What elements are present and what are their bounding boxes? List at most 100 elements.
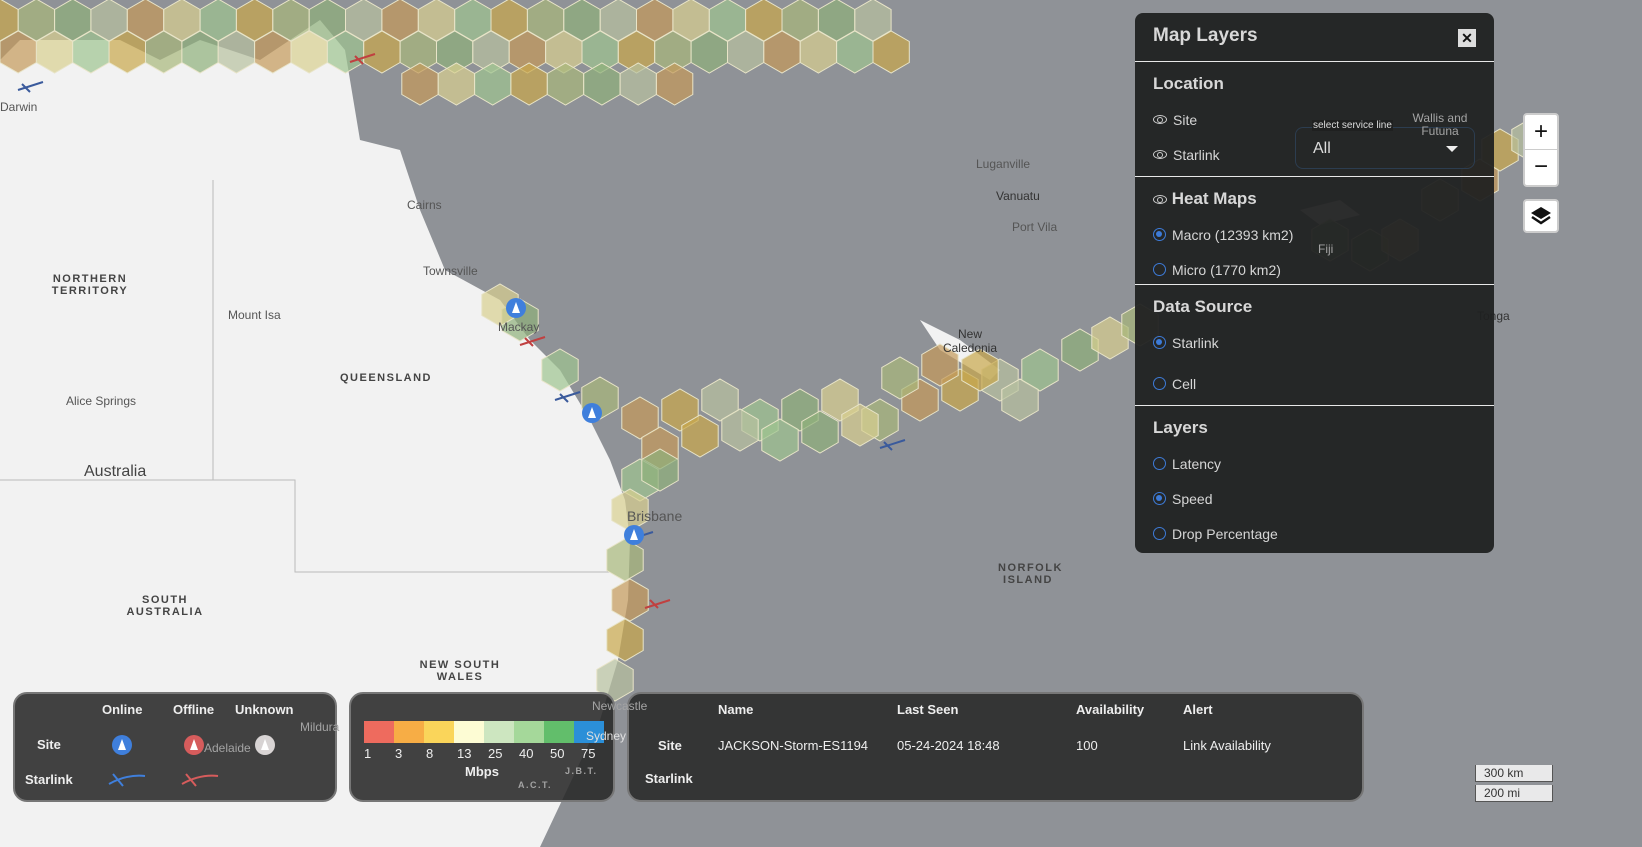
heatmap-cell [872, 30, 910, 74]
radio-icon [1153, 263, 1166, 276]
zoom-in-button[interactable]: + [1525, 115, 1557, 150]
radio-icon [1153, 492, 1166, 505]
toggle-label: Site [1173, 111, 1198, 128]
eye-icon [1153, 115, 1167, 124]
layers-icon [1531, 207, 1551, 225]
select-value: All [1313, 140, 1331, 157]
scale-tick: 3 [395, 746, 403, 761]
starlink-online-icon [108, 773, 146, 787]
section-title: Heat Maps [1153, 189, 1476, 209]
toggle-starlink[interactable]: Starlink [1153, 137, 1476, 172]
heatmap-cell [596, 658, 634, 702]
heatmap-cell [721, 408, 759, 452]
layers-toggle-button[interactable] [1523, 199, 1559, 233]
radio-label: Macro (12393 km2) [1172, 226, 1294, 243]
starlink-markers [17, 53, 906, 609]
section-title: Layers [1153, 418, 1208, 437]
scale-tick: 8 [426, 746, 434, 761]
zoom-control: + − [1523, 113, 1559, 187]
panel-title: Map Layers [1153, 25, 1258, 46]
place-label: NORFOLK ISLAND [998, 562, 1063, 586]
site-name[interactable]: JACKSON-Storm-ES1194 [718, 738, 869, 753]
heatmap-cell [841, 403, 879, 447]
header-name: Name [718, 702, 754, 717]
select-label: select service line [1312, 120, 1393, 131]
location-section: Location Site Starlink select service li… [1135, 61, 1494, 176]
scale-swatch [364, 721, 394, 743]
toggle-label: Starlink [1173, 146, 1220, 163]
zoom-out-button[interactable]: − [1533, 153, 1548, 180]
alert: Link Availability [1183, 738, 1271, 753]
state-borders [0, 180, 610, 573]
legend-row-site: Site [37, 737, 61, 752]
scale-tick: 13 [457, 746, 472, 761]
scale-swatch [544, 721, 574, 743]
close-button[interactable]: ✕ [1458, 29, 1476, 47]
header-last-seen: Last Seen [897, 702, 959, 717]
service-line-select[interactable]: select service line All [1295, 120, 1475, 169]
heatmap-cell [961, 348, 999, 392]
heatmap-cell [921, 343, 959, 387]
heatmap-cell [661, 388, 699, 432]
data-source-section: Data Source Starlink Cell [1135, 284, 1494, 405]
heatmap-cell [621, 396, 659, 440]
radio-latency[interactable]: Latency [1153, 446, 1476, 481]
heatmap-cell [437, 62, 476, 106]
caret-down-icon [1446, 146, 1458, 152]
scale-km: 300 km [1475, 765, 1553, 782]
heatmap-cell [655, 62, 694, 106]
heatmap-cell [401, 62, 439, 106]
place-label: Australia [84, 463, 147, 480]
heatmap-cell [801, 410, 839, 454]
place-label: Townsville [423, 264, 478, 278]
heatmap-cell [541, 348, 579, 392]
radio-micro[interactable]: Micro (1770 km2) [1153, 252, 1476, 287]
scale-swatch [574, 721, 604, 743]
place-label: Alice Springs [66, 394, 137, 408]
place-label: Brisbane [627, 508, 683, 524]
availability: 100 [1076, 738, 1098, 753]
place-label: Luganville [976, 157, 1031, 171]
radio-icon [1153, 457, 1166, 470]
place-label: Mount Isa [228, 308, 281, 322]
heatmap-cell [701, 378, 739, 422]
scale-mi: 200 mi [1475, 785, 1553, 802]
heatmap-cell [546, 62, 585, 106]
radio-macro[interactable]: Macro (12393 km2) [1153, 217, 1476, 252]
radio-icon [1153, 336, 1166, 349]
radio-label: Cell [1172, 375, 1197, 392]
scale-swatch [514, 721, 544, 743]
site-online-marker[interactable] [624, 525, 644, 545]
place-label: Cairns [407, 198, 442, 212]
scale-tick: 75 [581, 746, 596, 761]
section-title: Data Source [1153, 297, 1253, 316]
place-label: Vanuatu [996, 189, 1040, 203]
radio-speed[interactable]: Speed [1153, 481, 1476, 516]
section-title-text: Heat Maps [1171, 189, 1257, 208]
eye-icon[interactable] [1153, 195, 1167, 204]
place-label: Mackay [498, 320, 540, 334]
radio-cell[interactable]: Cell [1153, 366, 1476, 401]
legend-col-unknown: Unknown [235, 702, 294, 717]
radio-label: Latency [1172, 455, 1222, 472]
radio-label: Micro (1770 km2) [1172, 261, 1281, 278]
radio-starlink[interactable]: Starlink [1153, 325, 1476, 360]
scale-tick: 40 [519, 746, 534, 761]
row-type: Site [658, 738, 682, 753]
heatmap-cell [619, 62, 657, 106]
site-online-marker[interactable] [582, 403, 602, 423]
site-online-marker[interactable] [506, 298, 526, 318]
radio-drop-percentage[interactable]: Drop Percentage [1153, 516, 1476, 551]
legend-row-starlink: Starlink [25, 772, 73, 787]
radio-icon [1153, 527, 1166, 540]
layers-section: Layers Latency Speed Drop Percentage [1135, 405, 1494, 563]
region-label: NEW SOUTH WALES [419, 659, 501, 683]
radio-label: Drop Percentage [1172, 525, 1278, 542]
scale-tick: 50 [550, 746, 565, 761]
toggle-site[interactable]: Site [1153, 102, 1476, 137]
scale-swatch [424, 721, 454, 743]
legend-col-offline: Offline [173, 702, 215, 717]
region-label: QUEENSLAND [340, 372, 433, 384]
legend-col-online: Online [102, 702, 143, 717]
heatmap-cell [606, 538, 644, 582]
